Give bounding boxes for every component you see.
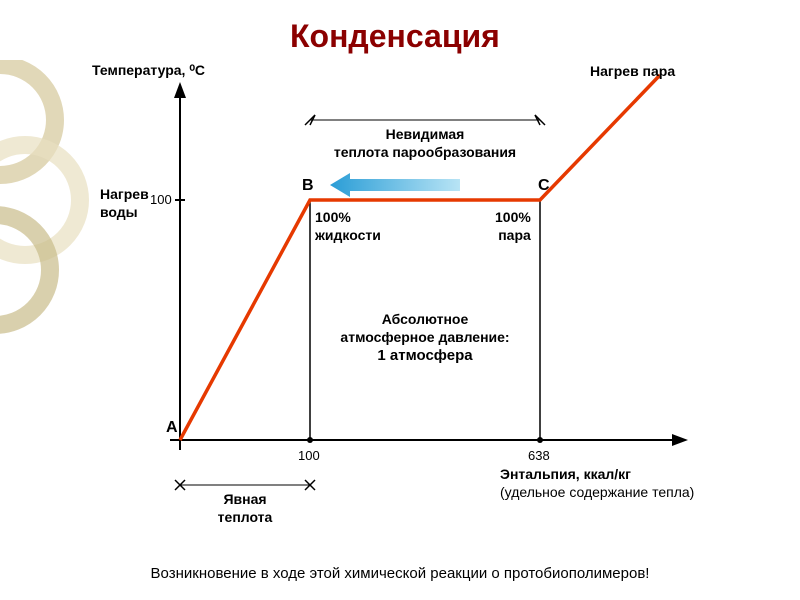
pressure-label: Абсолютное атмосферное давление: 1 атмос… [335, 310, 515, 366]
heating-steam-label: Нагрев пара [590, 62, 675, 80]
y-axis-label: Температура, ⁰С [92, 62, 205, 79]
x-tick-638: 638 [528, 448, 550, 463]
liquid-100-label: 100%жидкости [315, 208, 381, 244]
vapor-100-label: 100%пара [495, 208, 531, 244]
point-c-label: C [538, 176, 550, 197]
sensible-heat-label: Явнаятеплота [205, 490, 285, 526]
point-a-label: A [166, 418, 178, 439]
decorative-circles [0, 60, 110, 340]
phase-chart: Температура, ⁰С 100 Нагревводы Нагрев па… [120, 70, 750, 520]
footer-caption: Возникновение в ходе этой химической реа… [0, 565, 800, 582]
point-b-label: B [302, 176, 314, 197]
x-tick-100: 100 [298, 448, 320, 463]
page-title: Конденсация [290, 18, 500, 55]
x-axis-label: Энтальпия, ккал/кг (удельное содержание … [500, 465, 694, 501]
heating-water-label: Нагревводы [100, 185, 180, 221]
latent-heat-label: Невидимаятеплота парообразования [325, 125, 525, 161]
